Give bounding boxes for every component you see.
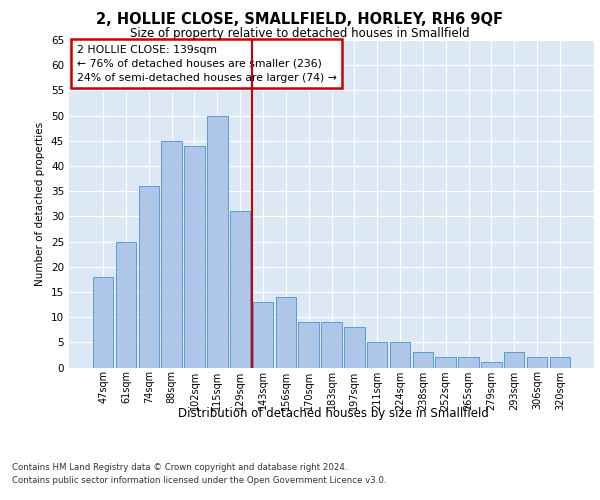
- Text: Contains public sector information licensed under the Open Government Licence v3: Contains public sector information licen…: [12, 476, 386, 485]
- Bar: [481, 362, 502, 368]
- Bar: [458, 358, 479, 368]
- Bar: [116, 242, 136, 368]
- Bar: [275, 297, 296, 368]
- Bar: [207, 116, 227, 368]
- Bar: [390, 342, 410, 367]
- Bar: [184, 146, 205, 368]
- Bar: [298, 322, 319, 368]
- Bar: [344, 327, 365, 368]
- Bar: [139, 186, 159, 368]
- Text: 2, HOLLIE CLOSE, SMALLFIELD, HORLEY, RH6 9QF: 2, HOLLIE CLOSE, SMALLFIELD, HORLEY, RH6…: [97, 12, 503, 28]
- Bar: [527, 358, 547, 368]
- Text: Contains HM Land Registry data © Crown copyright and database right 2024.: Contains HM Land Registry data © Crown c…: [12, 462, 347, 471]
- Text: Size of property relative to detached houses in Smallfield: Size of property relative to detached ho…: [130, 28, 470, 40]
- Bar: [253, 302, 273, 368]
- Bar: [504, 352, 524, 368]
- Bar: [436, 358, 456, 368]
- Y-axis label: Number of detached properties: Number of detached properties: [35, 122, 46, 286]
- Bar: [367, 342, 388, 367]
- Bar: [413, 352, 433, 368]
- Bar: [321, 322, 342, 368]
- Bar: [230, 212, 250, 368]
- Text: Distribution of detached houses by size in Smallfield: Distribution of detached houses by size …: [178, 408, 488, 420]
- Bar: [161, 141, 182, 368]
- Bar: [93, 277, 113, 368]
- Bar: [550, 358, 570, 368]
- Text: 2 HOLLIE CLOSE: 139sqm
← 76% of detached houses are smaller (236)
24% of semi-de: 2 HOLLIE CLOSE: 139sqm ← 76% of detached…: [77, 45, 337, 83]
